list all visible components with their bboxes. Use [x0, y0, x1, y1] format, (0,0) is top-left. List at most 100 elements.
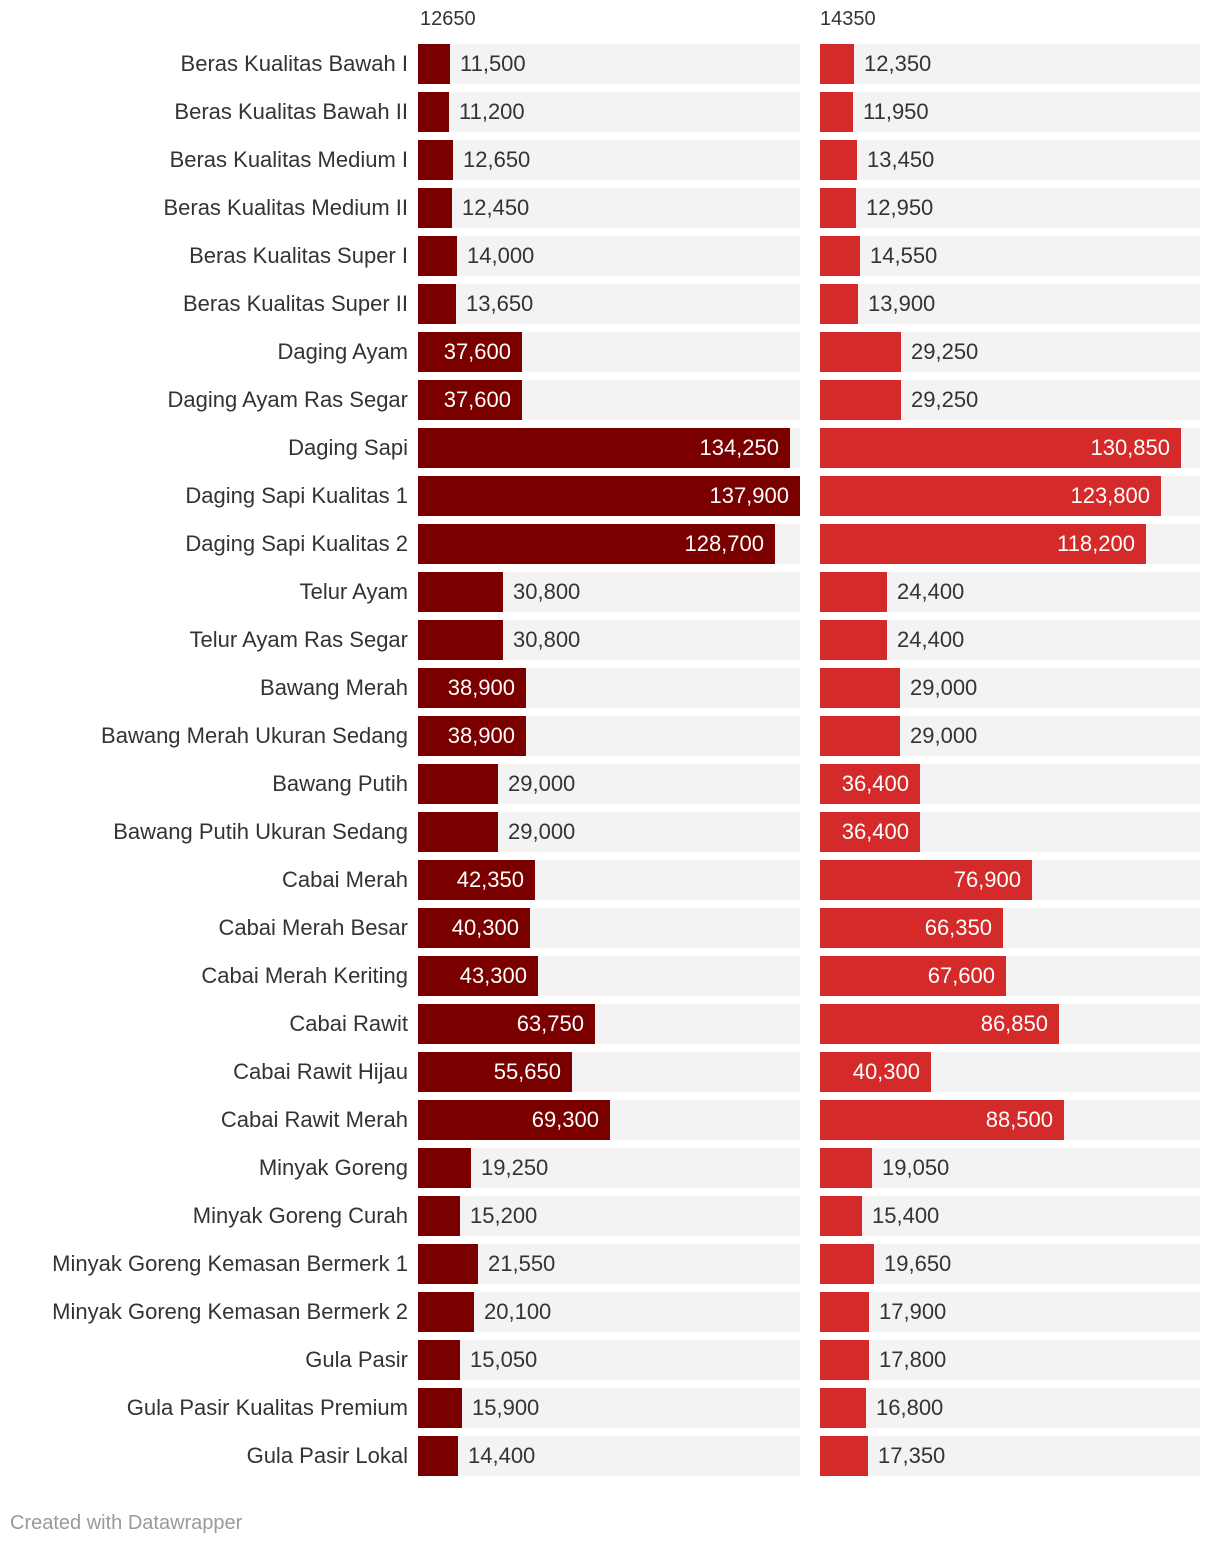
- row-label: Cabai Rawit: [289, 1011, 408, 1036]
- bar-track: [820, 188, 1200, 228]
- data-label: 86,850: [980, 1011, 1048, 1036]
- bar-track: [820, 1196, 1200, 1236]
- data-label: 29,000: [910, 723, 978, 748]
- bar-series-2: [820, 860, 1032, 900]
- column-header-left: 12650: [420, 8, 476, 30]
- data-label: 37,600: [443, 387, 511, 412]
- bar-series-1: [418, 620, 503, 660]
- data-label: 14,550: [870, 243, 938, 268]
- bar-track: [820, 1388, 1200, 1428]
- row-label: Minyak Goreng Kemasan Bermerk 2: [52, 1299, 408, 1324]
- bar-series-2: [820, 44, 854, 84]
- bar-series-1: [418, 1196, 460, 1236]
- bar-series-1: [418, 380, 522, 420]
- data-label: 130,850: [1090, 435, 1170, 460]
- bar-track: [820, 284, 1200, 324]
- data-label: 29,250: [911, 387, 979, 412]
- data-label: 11,200: [459, 99, 525, 124]
- bar-series-1: [418, 1004, 595, 1044]
- data-label: 69,300: [531, 1107, 599, 1132]
- footer-credit: Created with Datawrapper: [10, 1512, 243, 1534]
- bar-track: [418, 1244, 800, 1284]
- row-label: Minyak Goreng Kemasan Bermerk 1: [52, 1251, 408, 1276]
- bar-series-1: [418, 812, 498, 852]
- data-label: 137,900: [709, 483, 789, 508]
- data-label: 20,100: [484, 1299, 552, 1324]
- row-label: Daging Sapi Kualitas 2: [185, 531, 408, 556]
- bar-track: [418, 1436, 800, 1476]
- bar-series-2: [820, 1100, 1064, 1140]
- bar-series-2: [820, 1436, 868, 1476]
- row-label: Cabai Rawit Hijau: [233, 1059, 408, 1084]
- row-label: Beras Kualitas Super I: [189, 243, 408, 268]
- bar-series-1: [418, 1340, 460, 1380]
- bar-series-2: [820, 524, 1146, 564]
- bar-series-1: [418, 476, 800, 516]
- bar-series-1: [418, 1292, 474, 1332]
- bar-track: [418, 1340, 800, 1380]
- data-label: 14,000: [467, 243, 535, 268]
- bar-series-1: [418, 668, 526, 708]
- row-label: Bawang Putih Ukuran Sedang: [113, 819, 408, 844]
- data-label: 13,450: [867, 147, 935, 172]
- row-label: Daging Ayam Ras Segar: [167, 387, 408, 412]
- bar-series-2: [820, 476, 1161, 516]
- bar-series-1: [418, 524, 775, 564]
- bar-series-2: [820, 812, 920, 852]
- data-label: 29,000: [508, 771, 576, 796]
- data-label: 11,950: [863, 99, 929, 124]
- data-label: 37,600: [443, 339, 511, 364]
- data-label: 15,200: [470, 1203, 538, 1228]
- bar-track: [820, 236, 1200, 276]
- data-label: 24,400: [897, 579, 965, 604]
- bar-series-1: [418, 1388, 462, 1428]
- data-label: 12,350: [864, 51, 932, 76]
- bar-series-1: [418, 1052, 572, 1092]
- bar-track: [418, 1148, 800, 1188]
- row-label: Bawang Putih: [272, 771, 408, 796]
- data-label: 118,200: [1057, 531, 1135, 556]
- data-label: 29,250: [911, 339, 979, 364]
- row-label: Gula Pasir: [305, 1347, 408, 1372]
- bar-series-2: [820, 1340, 869, 1380]
- data-label: 15,900: [472, 1395, 540, 1420]
- bar-track: [820, 92, 1200, 132]
- bar-track: [820, 1340, 1200, 1380]
- data-label: 29,000: [508, 819, 576, 844]
- bar-track: [418, 1196, 800, 1236]
- data-label: 15,400: [872, 1203, 940, 1228]
- data-label: 66,350: [924, 915, 992, 940]
- bar-series-1: [418, 92, 449, 132]
- data-label: 123,800: [1070, 483, 1150, 508]
- bar-series-1: [418, 236, 457, 276]
- bar-series-1: [418, 1436, 458, 1476]
- bar-series-2: [820, 140, 857, 180]
- data-label: 19,250: [481, 1155, 549, 1180]
- data-label: 42,350: [456, 867, 524, 892]
- data-label: 17,800: [879, 1347, 947, 1372]
- row-label: Bawang Merah Ukuran Sedang: [101, 723, 408, 748]
- bar-series-1: [418, 860, 535, 900]
- row-label: Beras Kualitas Super II: [182, 291, 408, 316]
- bar-series-2: [820, 572, 887, 612]
- bar-track: [820, 1148, 1200, 1188]
- data-label: 21,550: [488, 1251, 556, 1276]
- data-label: 24,400: [897, 627, 965, 652]
- data-label: 16,800: [876, 1395, 944, 1420]
- bar-series-2: [820, 1052, 931, 1092]
- data-label: 19,650: [884, 1251, 952, 1276]
- bar-series-2: [820, 956, 1006, 996]
- bar-series-2: [820, 380, 901, 420]
- data-label: 17,900: [879, 1299, 947, 1324]
- row-label: Cabai Merah: [282, 867, 408, 892]
- bar-series-2: [820, 764, 920, 804]
- data-label: 19,050: [882, 1155, 950, 1180]
- data-label: 40,300: [451, 915, 519, 940]
- data-label: 36,400: [841, 771, 909, 796]
- bar-series-2: [820, 92, 853, 132]
- data-label: 36,400: [841, 819, 909, 844]
- data-label: 43,300: [459, 963, 527, 988]
- bar-series-2: [820, 188, 856, 228]
- data-label: 12,950: [866, 195, 934, 220]
